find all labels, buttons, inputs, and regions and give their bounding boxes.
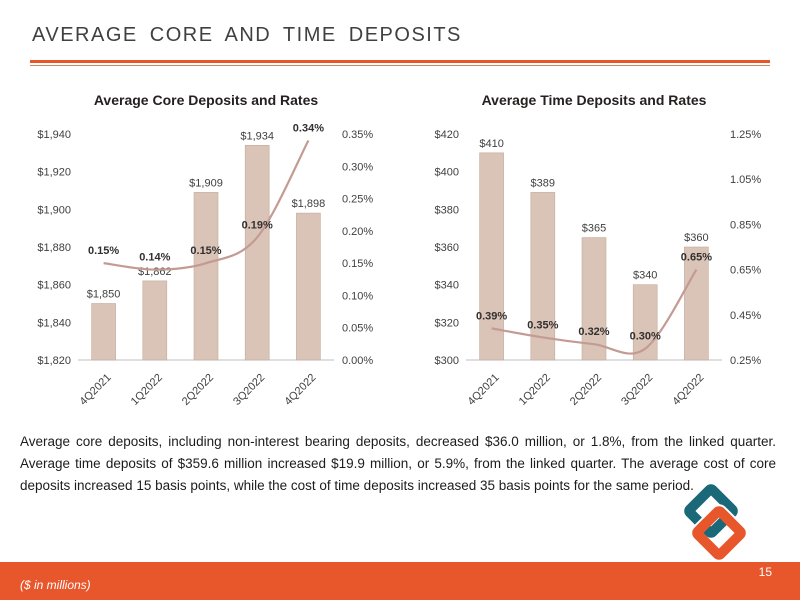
footer-bar: ($ in millions) 15	[0, 562, 800, 600]
company-logo	[676, 481, 752, 570]
svg-text:0.39%: 0.39%	[476, 310, 507, 322]
svg-text:$1,909: $1,909	[189, 177, 223, 189]
svg-text:4Q2022: 4Q2022	[282, 372, 318, 408]
svg-text:0.25%: 0.25%	[730, 355, 761, 367]
title-divider	[30, 60, 770, 66]
svg-text:$389: $389	[531, 177, 555, 189]
svg-text:1.25%: 1.25%	[730, 129, 761, 141]
svg-text:0.35%: 0.35%	[527, 319, 558, 331]
svg-text:1Q2022: 1Q2022	[517, 372, 553, 408]
svg-text:0.65%: 0.65%	[681, 252, 712, 264]
svg-text:$1,860: $1,860	[37, 280, 71, 292]
svg-text:0.15%: 0.15%	[190, 245, 221, 257]
svg-text:2Q2022: 2Q2022	[180, 372, 216, 408]
svg-text:$1,840: $1,840	[37, 317, 71, 329]
svg-text:$1,880: $1,880	[37, 242, 71, 254]
svg-text:0.34%: 0.34%	[293, 122, 324, 134]
svg-text:3Q2022: 3Q2022	[231, 372, 267, 408]
svg-text:0.35%: 0.35%	[342, 129, 373, 141]
page-number: 15	[758, 565, 772, 579]
svg-text:0.00%: 0.00%	[342, 355, 373, 367]
svg-text:$340: $340	[633, 270, 657, 282]
svg-text:0.32%: 0.32%	[578, 326, 609, 338]
core-deposits-chart: Average Core Deposits and Rates $1,820 $1…	[20, 92, 392, 430]
svg-text:$420: $420	[435, 129, 459, 141]
divider-thin-line	[30, 65, 770, 66]
svg-text:$410: $410	[479, 138, 503, 150]
svg-text:$400: $400	[435, 167, 459, 179]
page-title: AVERAGE CORE AND TIME DEPOSITS	[32, 24, 462, 46]
svg-text:0.20%: 0.20%	[342, 226, 373, 238]
svg-text:1.05%: 1.05%	[730, 174, 761, 186]
svg-text:$1,934: $1,934	[240, 130, 274, 142]
core-deposits-chart-title: Average Core Deposits and Rates	[93, 92, 319, 108]
svg-text:4Q2022: 4Q2022	[670, 372, 706, 408]
svg-text:0.10%: 0.10%	[342, 290, 373, 302]
svg-text:$320: $320	[435, 317, 459, 329]
svg-text:$300: $300	[435, 355, 459, 367]
core-deposits-chart-svg: $1,820 $1,840 $1,860 $1,880 $1,900 $1,920 $1,9…	[37, 122, 373, 408]
svg-text:0.65%: 0.65%	[730, 265, 761, 277]
svg-text:$1,940: $1,940	[37, 129, 71, 141]
svg-text:3Q2022: 3Q2022	[619, 372, 655, 408]
svg-text:$1,898: $1,898	[292, 198, 326, 210]
svg-text:$1,850: $1,850	[87, 289, 121, 301]
time-deposits-chart-svg: $300 $320 $340 $360 $380 $400 $420 0.25% 0.45% 0.…	[435, 129, 762, 408]
svg-text:$380: $380	[435, 204, 459, 216]
svg-text:0.14%: 0.14%	[139, 252, 170, 264]
svg-text:2Q2022: 2Q2022	[568, 372, 604, 408]
footer-note: ($ in millions)	[20, 578, 91, 592]
svg-text:0.05%: 0.05%	[342, 323, 373, 335]
svg-text:$340: $340	[435, 280, 459, 292]
summary-paragraph: Average core deposits, including non-int…	[20, 434, 776, 493]
svg-text:0.15%: 0.15%	[88, 245, 119, 257]
svg-text:$1,900: $1,900	[37, 204, 71, 216]
time-deposits-chart: Average Time Deposits and Rates $300 $320…	[408, 92, 780, 430]
svg-text:0.15%: 0.15%	[342, 258, 373, 270]
svg-text:0.45%: 0.45%	[730, 310, 761, 322]
svg-text:4Q2021: 4Q2021	[78, 372, 114, 408]
svg-text:0.85%: 0.85%	[730, 219, 761, 231]
svg-text:$1,820: $1,820	[37, 355, 71, 367]
svg-text:0.25%: 0.25%	[342, 194, 373, 206]
svg-text:1Q2022: 1Q2022	[129, 372, 165, 408]
svg-text:$1,862: $1,862	[138, 266, 172, 278]
divider-thick-line	[30, 60, 770, 63]
charts-row: Average Core Deposits and Rates $1,820 $1…	[20, 92, 780, 430]
svg-text:$1,920: $1,920	[37, 167, 71, 179]
svg-text:0.30%: 0.30%	[342, 161, 373, 173]
svg-text:$360: $360	[684, 232, 708, 244]
svg-text:4Q2021: 4Q2021	[466, 372, 502, 408]
svg-text:0.30%: 0.30%	[630, 331, 661, 343]
svg-text:$360: $360	[435, 242, 459, 254]
time-deposits-chart-title: Average Time Deposits and Rates	[481, 92, 707, 108]
svg-text:$365: $365	[582, 223, 606, 235]
svg-text:0.19%: 0.19%	[242, 219, 273, 231]
